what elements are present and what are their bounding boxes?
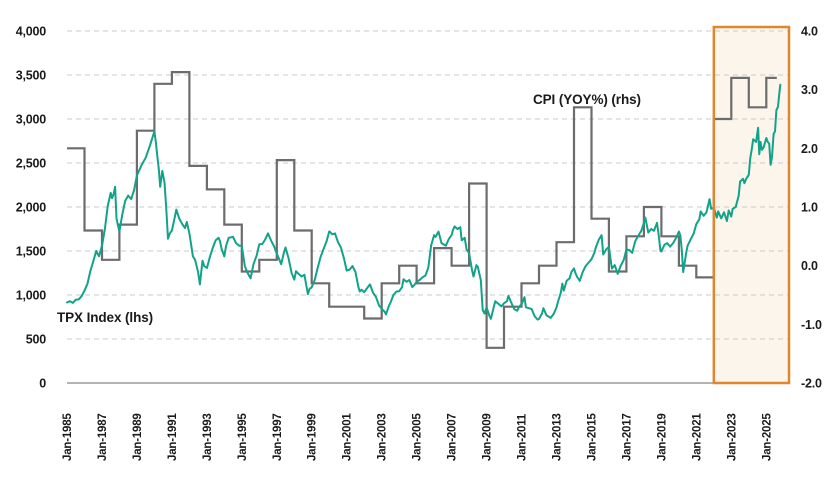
x-axis-tick-label: Jan-2003 [377, 413, 389, 461]
x-axis-tick-label: Jan-1989 [132, 413, 144, 461]
y-axis-left-tick-label: 2,000 [16, 201, 47, 215]
y-axis-left-tick-label: 3,000 [16, 113, 47, 127]
y-axis-left-tick-label: 3,500 [16, 69, 47, 83]
x-axis-tick-label: Jan-1997 [272, 413, 284, 461]
y-axis-right-tick-label: 3.0 [801, 83, 818, 97]
x-axis-tick-label: Jan-2009 [482, 413, 494, 461]
cpi-series-label: CPI (YOY%) (rhs) [533, 92, 641, 107]
x-axis-tick-label: Jan-1995 [237, 413, 249, 461]
tpx-series-label: TPX Index (lhs) [57, 310, 153, 325]
cpi-step-line [67, 71, 777, 349]
x-axis-tick-label: Jan-1987 [97, 413, 109, 461]
x-axis-tick-label: Jan-2005 [412, 413, 424, 461]
x-axis-tick-label: Jan-2011 [517, 413, 529, 461]
x-axis-tick-label: Jan-1999 [307, 413, 319, 461]
x-axis-tick-label: Jan-2013 [551, 413, 563, 461]
x-axis-tick-label: Jan-2015 [586, 413, 598, 461]
y-axis-left-tick-label: 2,500 [16, 157, 47, 171]
x-axis-tick-label: Jan-1993 [202, 413, 214, 461]
x-axis-tick-label: Jan-2021 [691, 413, 703, 461]
x-axis-tick-label: Jan-2007 [447, 413, 459, 461]
tpx-line [66, 83, 782, 321]
x-axis-tick-label: Jan-2025 [761, 413, 773, 461]
y-axis-right-tick-label: -1.0 [801, 318, 822, 332]
x-axis-tick-label: Jan-2019 [656, 413, 668, 461]
y-axis-left-tick-label: 4,000 [16, 25, 47, 39]
x-axis-tick-label: Jan-2017 [621, 413, 633, 461]
x-axis-tick-label: Jan-2001 [342, 413, 354, 461]
x-axis-tick-label: Jan-1991 [167, 413, 179, 461]
highlight-region [713, 27, 789, 383]
y-axis-right-tick-label: 0.0 [801, 259, 818, 273]
y-axis-right-tick-label: -2.0 [801, 377, 822, 391]
y-axis-left-tick-label: 500 [26, 333, 47, 347]
x-axis-tick-label: Jan-2023 [726, 413, 738, 461]
highlight-region-border [712, 25, 791, 385]
y-axis-left-tick-label: 1,500 [16, 245, 47, 259]
y-axis-left-tick-label: 0 [39, 377, 46, 391]
y-axis-left-tick-label: 1,000 [16, 289, 47, 303]
y-axis-right-tick-label: 4.0 [801, 25, 818, 39]
x-axis-tick-label: Jan-1985 [62, 413, 74, 461]
y-axis-right-tick-label: 2.0 [801, 142, 818, 156]
y-axis-right-tick-label: 1.0 [801, 201, 818, 215]
